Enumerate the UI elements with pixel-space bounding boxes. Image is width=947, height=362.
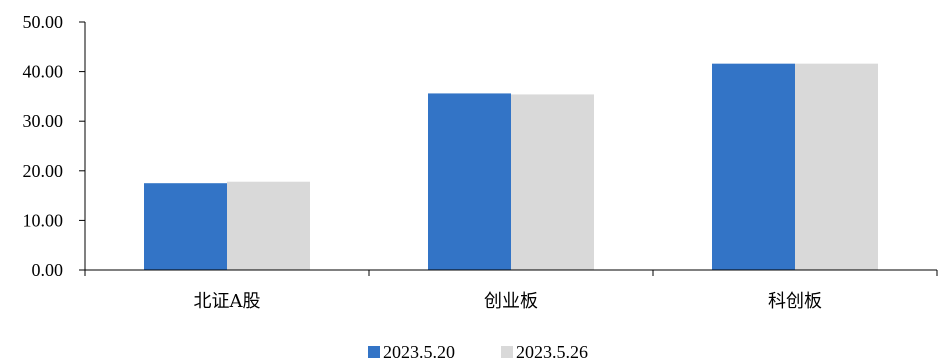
legend: 2023.5.20 2023.5.26 [368, 342, 588, 362]
bar-series-2 [795, 63, 878, 270]
bar-series-1 [428, 93, 511, 270]
x-category-label: 创业板 [484, 291, 538, 312]
legend-label: 2023.5.26 [516, 342, 588, 362]
x-category-label: 北证A股 [194, 291, 261, 312]
bar-series-1 [712, 63, 795, 270]
y-axis: 0.00 10.00 20.00 30.00 40.00 50.00 [23, 12, 86, 280]
y-tick-label: 20.00 [23, 161, 64, 181]
plot-area [144, 63, 878, 270]
y-tick-label: 40.00 [23, 62, 64, 82]
bar-series-2 [511, 94, 594, 270]
x-axis: 北证A股 创业板 科创板 [84, 269, 938, 312]
legend-swatch [368, 346, 380, 358]
bar-series-2 [227, 181, 310, 270]
x-category-label: 科创板 [768, 291, 822, 312]
y-tick-label: 30.00 [23, 111, 64, 131]
y-tick-label: 10.00 [23, 210, 64, 230]
legend-label: 2023.5.20 [383, 342, 455, 362]
legend-swatch [501, 346, 513, 358]
y-tick-label: 50.00 [23, 12, 64, 32]
y-tick-label: 0.00 [32, 260, 64, 280]
bar-series-1 [144, 183, 227, 270]
